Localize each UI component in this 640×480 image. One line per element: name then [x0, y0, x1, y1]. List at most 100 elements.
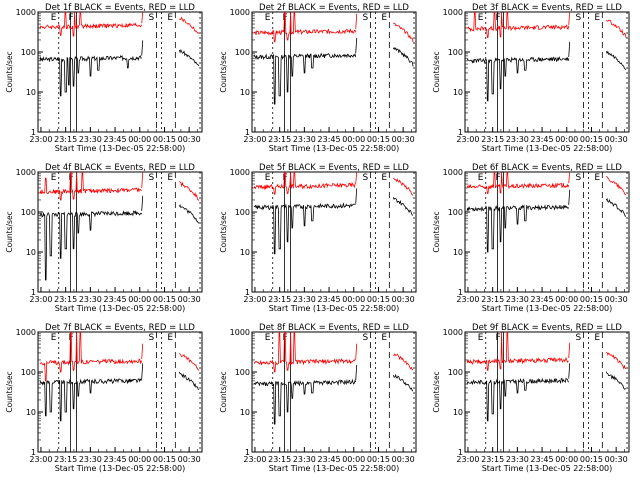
event-marker-label: E	[594, 333, 600, 343]
x-axis-label: Start Time (13-Dec-05 22:58:00)	[482, 144, 613, 153]
y-tick-label: 10	[26, 408, 36, 417]
x-tick-label: 23:30	[506, 295, 529, 304]
plot-frame	[251, 11, 417, 133]
plot-frame	[251, 171, 417, 293]
x-tick-label: 23:45	[104, 295, 127, 304]
chart-panel-3: Det 3f BLACK = Events, RED = LLD 1 10 100 10…	[432, 3, 630, 153]
x-axis-label: Start Time (13-Dec-05 22:58:00)	[55, 464, 186, 473]
y-axis-label: Counts/sec	[432, 211, 441, 252]
chart-panel-9: Det 9f BLACK = Events, RED = LLD 1 10 100 10…	[432, 323, 630, 473]
x-tick-label: 23:00	[29, 135, 52, 144]
x-tick-label: 00:15	[367, 135, 390, 144]
y-tick-label: 1	[245, 288, 250, 297]
x-tick-label: 23:30	[293, 135, 316, 144]
lld-series-line	[39, 331, 143, 382]
x-axis-label: Start Time (13-Dec-05 22:58:00)	[55, 304, 186, 313]
y-tick-label: 1	[458, 288, 463, 297]
chart-panel-7: Det 7f BLACK = Events, RED = LLD 1 10 100 10…	[5, 323, 203, 473]
y-tick-label: 1000	[230, 328, 250, 337]
chart-title: Det 7f BLACK = Events, RED = LLD	[45, 323, 195, 333]
x-tick-label: 00:30	[392, 135, 415, 144]
events-series-line	[466, 204, 570, 253]
y-tick-label: 1000	[230, 8, 250, 17]
y-axis-label: Counts/sec	[432, 51, 441, 92]
events-series-line	[568, 363, 571, 379]
chart-panel-5: Det 5f BLACK = Events, RED = LLD 1 10 100 10…	[219, 163, 417, 313]
events-series-line	[355, 37, 358, 54]
y-axis-label: Counts/sec	[5, 211, 14, 252]
event-marker-label: F	[496, 13, 501, 23]
y-tick-label: 100	[235, 48, 250, 57]
y-tick-label: 100	[235, 368, 250, 377]
y-tick-label: 1	[458, 128, 463, 137]
x-tick-label: 23:30	[293, 295, 316, 304]
lld-series-line	[606, 351, 627, 370]
y-tick-label: 10	[240, 248, 250, 257]
events-series-line	[568, 41, 571, 58]
plot-frame	[37, 331, 203, 453]
lld-series-line	[355, 13, 358, 30]
y-tick-label: 1000	[16, 168, 36, 177]
events-series-line	[141, 195, 144, 211]
y-tick-label: 100	[21, 368, 36, 377]
events-series-line	[605, 197, 627, 217]
lld-series-line	[179, 353, 200, 371]
lld-series-line	[39, 11, 143, 37]
x-tick-label: 00:00	[342, 455, 365, 464]
events-series-line	[39, 377, 143, 422]
event-marker-label: E	[167, 173, 173, 183]
lld-series-line	[253, 11, 357, 43]
lld-series-line	[393, 177, 414, 196]
events-series-line	[605, 50, 627, 71]
event-marker-label: E	[381, 13, 387, 23]
chart-title: Det 1f BLACK = Events, RED = LLD	[45, 3, 195, 13]
event-marker-label: S	[576, 13, 582, 23]
lld-series-line	[253, 171, 357, 195]
plot-frame	[464, 11, 630, 133]
lld-series-line	[141, 172, 144, 188]
x-tick-label: 23:15	[481, 455, 504, 464]
chart-panel-8: Det 8f BLACK = Events, RED = LLD 1 10 100 10…	[219, 323, 417, 473]
events-series-line	[178, 371, 200, 390]
x-tick-label: 23:15	[481, 135, 504, 144]
x-tick-label: 00:30	[605, 295, 628, 304]
events-series-line	[253, 378, 357, 425]
x-tick-label: 23:00	[29, 455, 52, 464]
chart-panel-2: Det 2f BLACK = Events, RED = LLD 1 10 100 10…	[219, 3, 417, 153]
event-marker-label: E	[51, 13, 57, 23]
event-marker-label: E	[167, 333, 173, 343]
chart-title: Det 2f BLACK = Events, RED = LLD	[259, 3, 409, 13]
x-tick-label: 23:45	[318, 295, 341, 304]
event-marker-label: E	[265, 333, 271, 343]
lld-series-line	[568, 171, 571, 184]
y-tick-label: 10	[240, 408, 250, 417]
x-tick-label: 23:00	[456, 135, 479, 144]
events-series-line	[39, 55, 142, 97]
lld-series-line	[606, 175, 627, 196]
event-marker-label: E	[478, 173, 484, 183]
event-marker-label: E	[167, 13, 173, 23]
plot-frame	[37, 11, 203, 133]
events-series-line	[253, 202, 356, 255]
y-tick-label: 100	[21, 48, 36, 57]
event-marker-label: F	[69, 13, 74, 23]
chart-title: Det 3f BLACK = Events, RED = LLD	[472, 3, 622, 13]
y-tick-label: 1000	[443, 328, 463, 337]
y-tick-label: 1000	[443, 168, 463, 177]
y-tick-label: 1000	[16, 328, 36, 337]
chart-title: Det 6f BLACK = Events, RED = LLD	[472, 163, 622, 173]
chart-title: Det 5f BLACK = Events, RED = LLD	[259, 163, 409, 173]
x-tick-label: 00:30	[605, 455, 628, 464]
chart-panel-4: Det 4f BLACK = Events, RED = LLD 1 10 100 10…	[5, 163, 203, 313]
y-axis-label: Counts/sec	[432, 371, 441, 412]
plot-frame	[251, 331, 417, 453]
y-tick-label: 1	[245, 128, 250, 137]
event-marker-label: S	[149, 13, 155, 23]
y-tick-label: 100	[448, 368, 463, 377]
x-tick-label: 00:30	[178, 135, 201, 144]
events-series-line	[355, 364, 358, 381]
y-tick-label: 10	[453, 88, 463, 97]
x-axis-label: Start Time (13-Dec-05 22:58:00)	[269, 464, 400, 473]
x-tick-label: 23:15	[54, 295, 77, 304]
